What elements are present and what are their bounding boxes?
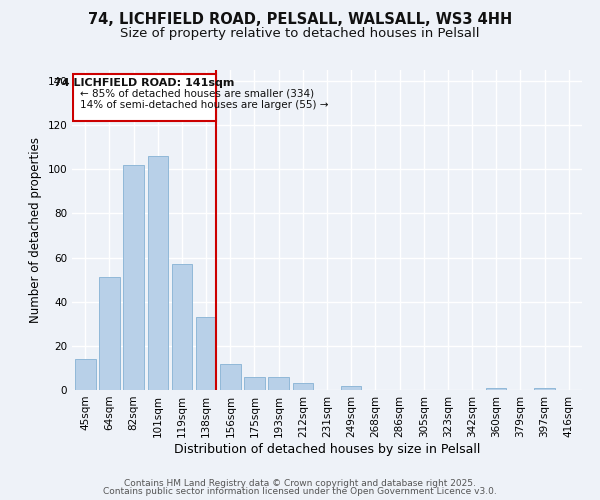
FancyBboxPatch shape	[73, 74, 216, 121]
Bar	[341, 386, 361, 390]
Bar	[75, 359, 95, 390]
Bar	[534, 388, 555, 390]
X-axis label: Distribution of detached houses by size in Pelsall: Distribution of detached houses by size …	[174, 442, 480, 456]
Bar	[220, 364, 241, 390]
Text: ← 85% of detached houses are smaller (334): ← 85% of detached houses are smaller (33…	[80, 89, 314, 99]
Bar	[196, 317, 217, 390]
Text: 14% of semi-detached houses are larger (55) →: 14% of semi-detached houses are larger (…	[80, 100, 329, 110]
Bar	[268, 377, 289, 390]
Text: Size of property relative to detached houses in Pelsall: Size of property relative to detached ho…	[120, 28, 480, 40]
Bar	[486, 388, 506, 390]
Text: Contains HM Land Registry data © Crown copyright and database right 2025.: Contains HM Land Registry data © Crown c…	[124, 478, 476, 488]
Bar	[244, 377, 265, 390]
Bar	[124, 165, 144, 390]
Bar	[99, 278, 120, 390]
Text: 74 LICHFIELD ROAD: 141sqm: 74 LICHFIELD ROAD: 141sqm	[55, 78, 235, 88]
Bar	[148, 156, 168, 390]
Text: Contains public sector information licensed under the Open Government Licence v3: Contains public sector information licen…	[103, 487, 497, 496]
Text: 74, LICHFIELD ROAD, PELSALL, WALSALL, WS3 4HH: 74, LICHFIELD ROAD, PELSALL, WALSALL, WS…	[88, 12, 512, 28]
Y-axis label: Number of detached properties: Number of detached properties	[29, 137, 42, 323]
Bar	[172, 264, 192, 390]
Bar	[293, 384, 313, 390]
